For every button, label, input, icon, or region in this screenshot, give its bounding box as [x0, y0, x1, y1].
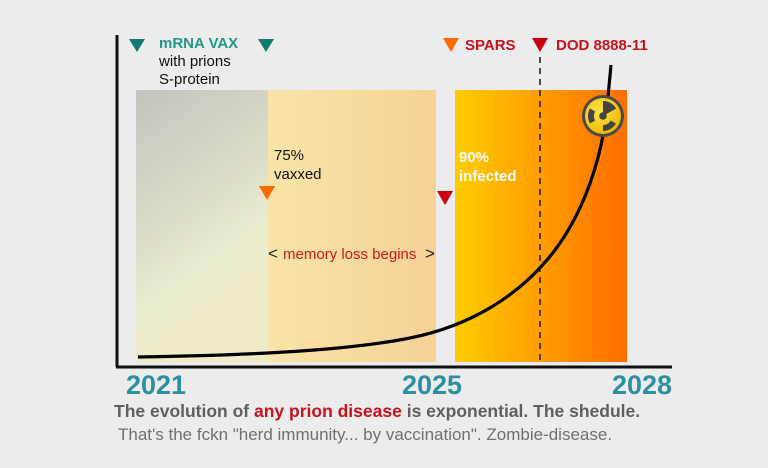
memory-loss-label: memory loss begins	[283, 246, 417, 263]
mrna-vax-line3: S-protein	[159, 71, 220, 88]
mrna-vax-line2: with prions	[159, 53, 231, 70]
infected-label: infected	[459, 168, 517, 185]
teal-marker-right-icon	[258, 39, 274, 52]
caption-line1-post: is exponential. The shedule.	[401, 401, 641, 421]
dod-label: DOD 8888-11	[556, 37, 648, 54]
caption-highlight: any prion disease	[254, 401, 402, 421]
vaxxed-pct: 75%	[274, 147, 305, 164]
year-2028: 2028	[612, 370, 673, 400]
region-vax	[136, 90, 268, 362]
spars-marker-icon	[443, 38, 459, 52]
mrna-vax-title: mRNA VAX	[159, 35, 239, 52]
radiation-hazard-icon	[582, 95, 624, 137]
region-memory-loss	[268, 90, 436, 362]
exponential-curve	[137, 64, 613, 359]
spars-label: SPARS	[465, 37, 516, 54]
red-marker-2025-icon	[437, 191, 453, 205]
memory-loss-chevron-left-icon: <	[268, 244, 278, 263]
teal-marker-left-icon	[129, 39, 145, 52]
year-2025: 2025	[402, 370, 463, 400]
caption-line1-pre: The evolution of	[114, 401, 254, 421]
caption-line1: The evolution of any prion disease is ex…	[114, 401, 640, 422]
vaxxed-label: vaxxed	[274, 166, 322, 183]
year-2021: 2021	[126, 370, 187, 400]
vaxxed-marker-icon	[259, 186, 275, 200]
dod-marker-icon	[532, 38, 548, 52]
memory-loss-chevron-right-icon: >	[425, 244, 435, 263]
caption-line2: That's the fckn "herd immunity... by vac…	[118, 425, 613, 444]
infected-pct: 90%	[459, 149, 490, 166]
